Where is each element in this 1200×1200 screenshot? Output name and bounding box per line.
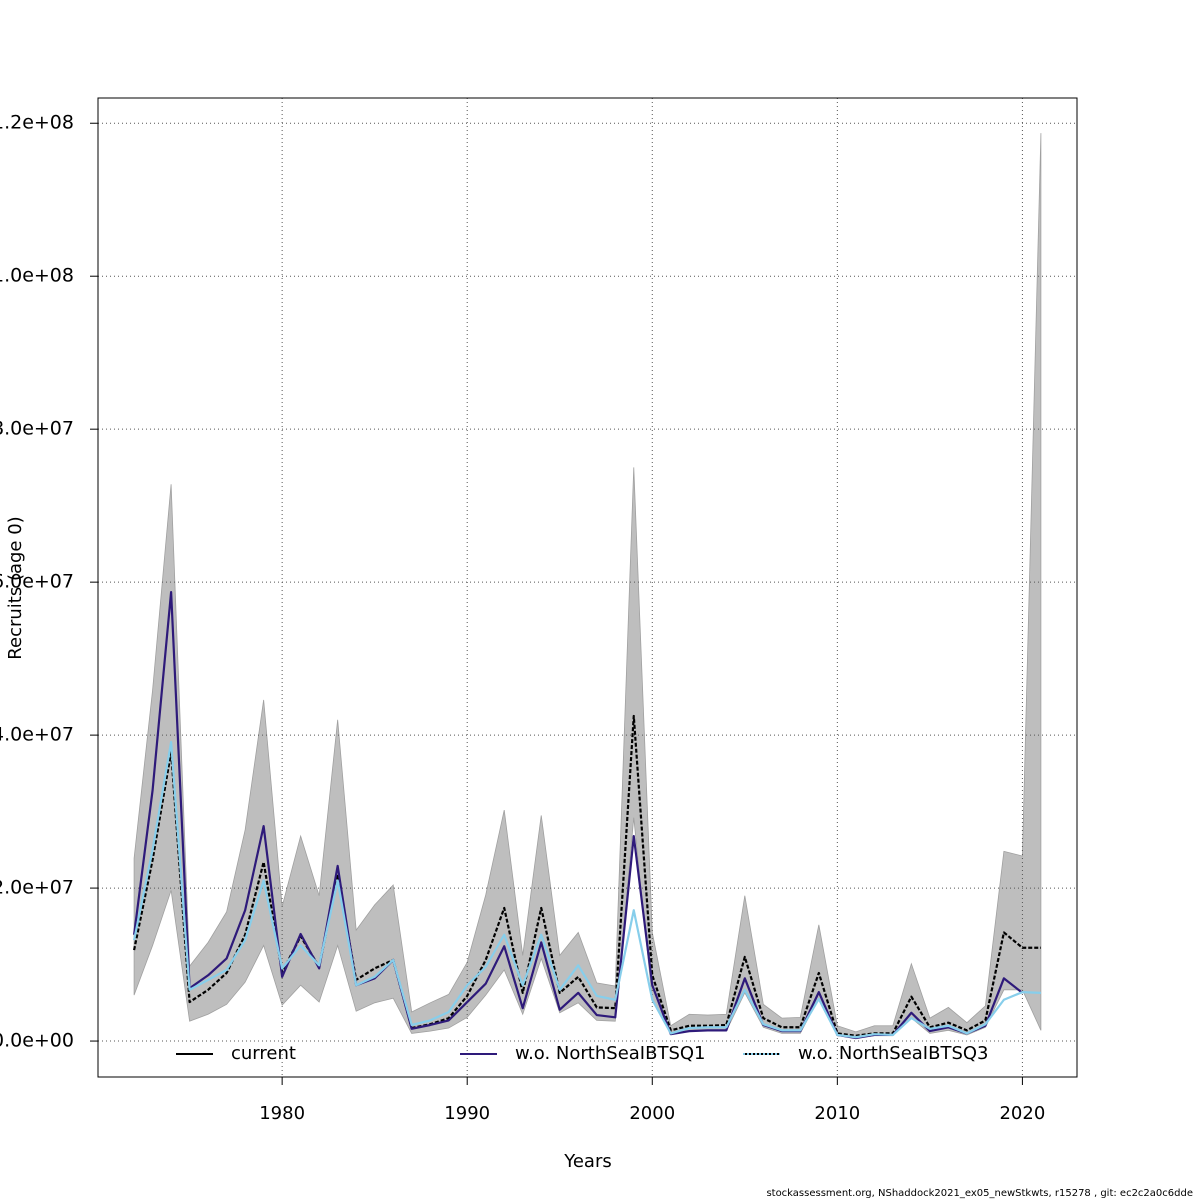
x-tick-label: 2020 xyxy=(999,1103,1045,1124)
y-tick-label: 1.2e+08 xyxy=(0,112,74,134)
confidence-band xyxy=(133,133,1042,1039)
legend-label: w.o. NorthSeaIBTSQ3 xyxy=(798,1043,989,1064)
footer: stockassessment.org, NShaddock2021_ex05_… xyxy=(766,1188,1193,1199)
y-tick-label: 8.0e+07 xyxy=(0,418,74,440)
y-tick-label: 2.0e+07 xyxy=(0,877,74,899)
y-axis-label: Recruits (age 0) xyxy=(5,516,26,659)
x-tick-label: 2010 xyxy=(814,1103,860,1124)
x-tick-label: 1990 xyxy=(444,1103,490,1124)
legend-label: current xyxy=(231,1043,296,1064)
legend-label: w.o. NorthSeaIBTSQ1 xyxy=(515,1043,706,1064)
y-tick-label: 0.0e+00 xyxy=(0,1030,74,1052)
plot-frame xyxy=(97,97,1078,1078)
y-tick-label: 4.0e+07 xyxy=(0,724,74,746)
x-tick-label: 2000 xyxy=(629,1103,675,1124)
y-tick-label: 6.0e+07 xyxy=(0,571,74,593)
series-line xyxy=(133,740,1041,1039)
x-tick-label: 1980 xyxy=(259,1103,305,1124)
y-tick-label: 1.0e+08 xyxy=(0,265,74,287)
x-axis-label: Years xyxy=(563,1151,612,1172)
